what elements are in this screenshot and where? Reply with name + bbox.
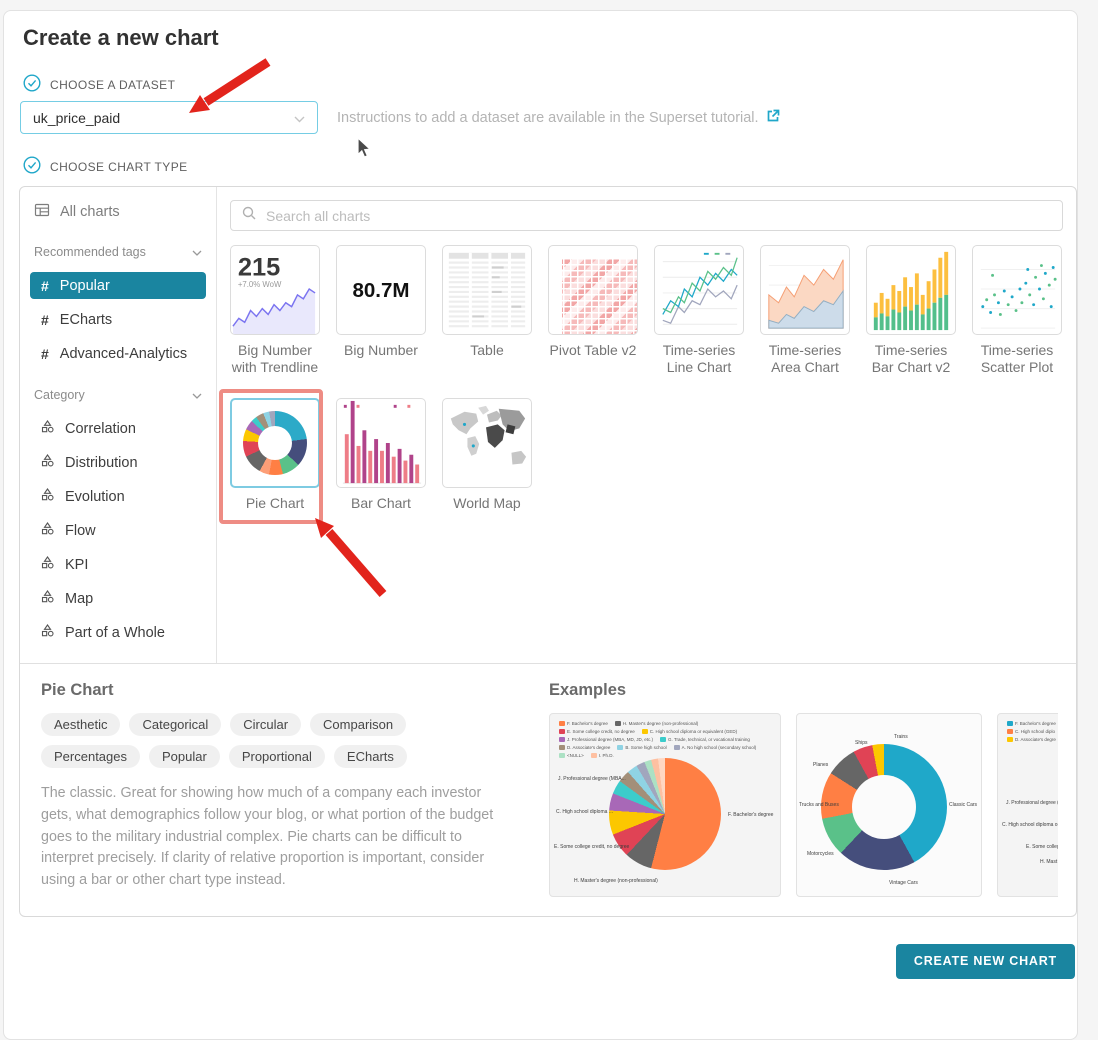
sidebar-item-kpi[interactable]: KPI: [30, 551, 206, 578]
tag-pill: Proportional: [228, 745, 325, 768]
tag-pill: Comparison: [310, 713, 407, 736]
svg-text:215: 215: [238, 253, 280, 281]
chart-card-pivot-table[interactable]: Pivot Table v2: [548, 245, 638, 376]
chart-type-grid: 215 +7.0% WoW Big Number with Trendline …: [230, 245, 1064, 512]
category-icon: [41, 590, 54, 607]
world-map-thumbnail: [442, 398, 532, 488]
big-number-thumbnail: 80.7M: [336, 245, 426, 335]
create-chart-page: Create a new chart CHOOSE A DATASET uk_p…: [3, 10, 1078, 1040]
category-icon: [41, 556, 54, 573]
examples-title: Examples: [549, 681, 627, 699]
chart-card-big-number[interactable]: 80.7M Big Number: [336, 245, 426, 376]
check-circle-icon: [23, 74, 41, 95]
chart-tags: Aesthetic Categorical Circular Compariso…: [41, 713, 491, 768]
svg-text:+7.0% WoW: +7.0% WoW: [238, 280, 282, 289]
timeseries-area-thumbnail: [760, 245, 850, 335]
example-pie-chart-image-clipped: F. Bachelor's degree C. High school dipl…: [997, 713, 1058, 897]
chart-gallery: 215 +7.0% WoW Big Number with Trendline …: [217, 187, 1076, 663]
timeseries-line-thumbnail: [654, 245, 744, 335]
sidebar-item-advanced-analytics[interactable]: # Advanced-Analytics: [41, 345, 188, 362]
timeseries-bar-thumbnail: [866, 245, 956, 335]
example-pie: [609, 758, 721, 870]
category-icon: [41, 624, 54, 641]
choose-chart-type-step: CHOOSE CHART TYPE: [23, 156, 188, 177]
examples-panel: Examples F. Bachelor's degree H. Master'…: [549, 664, 1058, 916]
dataset-select[interactable]: uk_price_paid: [20, 101, 318, 134]
examples-gallery: F. Bachelor's degree H. Master's degree …: [549, 713, 1058, 897]
example-pie-chart-image: F. Bachelor's degree H. Master's degree …: [549, 713, 781, 897]
hash-icon: #: [41, 311, 49, 328]
example-donut-chart-image: Trains Ships Planes Trucks and Buses Mot…: [796, 713, 982, 897]
dataset-help-text: Instructions to add a dataset are availa…: [337, 109, 780, 127]
search-icon: [242, 206, 256, 225]
sidebar-item-echarts[interactable]: # ECharts: [41, 311, 113, 328]
category-header[interactable]: Category: [20, 374, 216, 408]
tag-pill: Circular: [230, 713, 302, 736]
chart-category-sidebar: All charts Recommended tags # Popular # …: [20, 187, 217, 663]
big-number-trendline-thumbnail: 215 +7.0% WoW: [230, 245, 320, 335]
tag-pill: Aesthetic: [41, 713, 121, 736]
category-icon: [41, 488, 54, 505]
external-link-icon[interactable]: [766, 109, 780, 127]
chevron-down-icon: [192, 245, 202, 259]
pivot-table-thumbnail: [548, 245, 638, 335]
choose-chart-type-label: CHOOSE CHART TYPE: [50, 159, 188, 174]
pie-chart-thumbnail: [230, 398, 320, 488]
sidebar-item-flow[interactable]: Flow: [30, 517, 206, 544]
chart-card-timeseries-area[interactable]: Time-series Area Chart: [760, 245, 850, 376]
category-icon: [41, 522, 54, 539]
tag-pill: Popular: [149, 745, 220, 768]
recommended-tags-header[interactable]: Recommended tags: [20, 231, 216, 265]
search-input[interactable]: [264, 206, 1051, 225]
chart-details-panel: Pie Chart Aesthetic Categorical Circular…: [20, 664, 549, 916]
sidebar-item-part-of-a-whole[interactable]: Part of a Whole: [30, 619, 206, 646]
timeseries-scatter-thumbnail: [972, 245, 1062, 335]
chart-card-timeseries-line[interactable]: Time-series Line Chart: [654, 245, 744, 376]
bar-chart-thumbnail: [336, 398, 426, 488]
choose-dataset-label: CHOOSE A DATASET: [50, 77, 176, 92]
create-new-chart-button[interactable]: CREATE NEW CHART: [895, 944, 1075, 979]
tag-pill: Categorical: [129, 713, 222, 736]
hash-icon: #: [41, 277, 49, 294]
svg-text:80.7M: 80.7M: [352, 279, 409, 302]
sidebar-item-all-charts[interactable]: All charts: [20, 193, 216, 231]
hash-icon: #: [41, 345, 49, 362]
chart-card-bar-chart[interactable]: Bar Chart: [336, 398, 426, 512]
check-circle-icon: [23, 156, 41, 177]
sidebar-item-correlation[interactable]: Correlation: [30, 415, 206, 442]
selected-chart-title: Pie Chart: [41, 681, 114, 699]
chart-description: The classic. Great for showing how much …: [41, 785, 494, 889]
chart-card-pie-chart[interactable]: Pie Chart: [230, 398, 320, 512]
dataset-select-value: uk_price_paid: [33, 109, 121, 126]
chart-card-timeseries-bar[interactable]: Time-series Bar Chart v2: [866, 245, 956, 376]
chevron-down-icon: [192, 388, 202, 402]
chart-search: [230, 200, 1063, 231]
sidebar-item-map[interactable]: Map: [30, 585, 206, 612]
example-legend: F. Bachelor's degree C. High school dipl…: [1007, 721, 1056, 742]
tag-pill: Percentages: [41, 745, 140, 768]
table-thumbnail: [442, 245, 532, 335]
sidebar-item-popular[interactable]: # Popular: [30, 272, 206, 299]
choose-dataset-step: CHOOSE A DATASET: [23, 74, 175, 95]
chevron-down-icon: [294, 110, 305, 126]
tag-pill: ECharts: [333, 745, 407, 768]
chart-card-timeseries-scatter[interactable]: Time-series Scatter Plot: [972, 245, 1062, 376]
sidebar-item-evolution[interactable]: Evolution: [30, 483, 206, 510]
category-icon: [41, 454, 54, 471]
chart-card-big-number-trendline[interactable]: 215 +7.0% WoW Big Number with Trendline: [230, 245, 320, 376]
page-title: Create a new chart: [23, 25, 219, 50]
chart-type-selector: All charts Recommended tags # Popular # …: [19, 186, 1077, 917]
sidebar-item-distribution[interactable]: Distribution: [30, 449, 206, 476]
example-legend: F. Bachelor's degree H. Master's degree …: [559, 721, 775, 758]
category-icon: [41, 420, 54, 437]
chart-card-world-map[interactable]: World Map: [442, 398, 532, 512]
ballot-grid-icon: [34, 202, 50, 222]
chart-card-table[interactable]: Table: [442, 245, 532, 376]
